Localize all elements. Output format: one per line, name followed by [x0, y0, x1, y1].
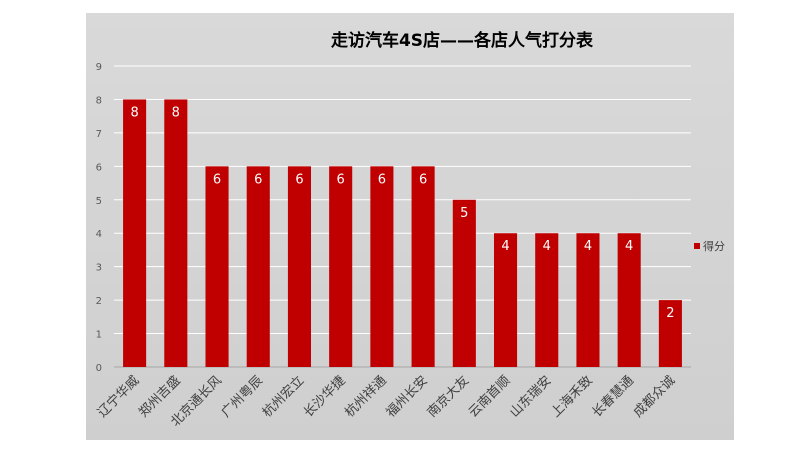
bar: [370, 166, 394, 367]
bar: [164, 99, 188, 367]
bar: [617, 233, 641, 367]
y-tick-label: 2: [96, 296, 102, 307]
y-tick-label: 4: [96, 229, 102, 240]
bar: [246, 166, 270, 367]
data-label: 8: [172, 105, 180, 120]
category-label: 上海禾致: [548, 373, 595, 420]
x-axis: 辽宁华威郑州吉盛北京通长风广州粤辰杭州宏立长沙华捷杭州祥通福州长安南京大友云南首…: [94, 373, 678, 430]
category-label: 福州长安: [384, 373, 431, 420]
data-label: 6: [254, 172, 262, 187]
chart-area: 走访汽车4S店——各店人气打分表 0 1 2 3 4 5 6 7 8 9 8 8 6 6 6 6 6 6 5 4 4 4…: [86, 13, 734, 440]
data-labels: 8 8 6 6 6 6 6 6 5 4 4 4 4 2: [130, 105, 674, 321]
bars: [123, 99, 682, 367]
bar: [452, 199, 476, 367]
bar: [205, 166, 229, 367]
y-tick-label: 7: [96, 129, 102, 140]
category-label: 长沙华捷: [301, 373, 348, 420]
y-tick-label: 9: [96, 62, 102, 73]
data-label: 4: [543, 239, 551, 254]
category-label: 杭州祥通: [342, 373, 389, 420]
data-label: 6: [337, 172, 345, 187]
data-label: 2: [666, 306, 674, 321]
category-label: 南京大友: [424, 373, 472, 421]
data-label: 4: [501, 239, 509, 254]
data-label: 4: [584, 239, 592, 254]
bar: [329, 166, 353, 367]
legend-swatch: [694, 243, 700, 249]
data-label: 8: [130, 105, 138, 120]
legend-label: 得分: [703, 240, 725, 253]
category-label: 山东瑞安: [507, 373, 554, 420]
data-label: 4: [625, 239, 633, 254]
y-tick-label: 8: [96, 95, 102, 106]
gridlines: [114, 65, 691, 368]
legend: 得分: [694, 240, 725, 253]
bar: [493, 233, 518, 367]
y-tick-label: 5: [96, 196, 102, 207]
data-label: 6: [295, 172, 303, 187]
y-tick-label: 3: [96, 263, 102, 274]
bar-chart: 走访汽车4S店——各店人气打分表 0 1 2 3 4 5 6 7 8 9 8 8 6 6 6 6 6 6 5 4 4 4…: [94, 30, 725, 430]
category-label: 广州粤辰: [218, 373, 266, 421]
bar: [287, 166, 312, 367]
chart-title: 走访汽车4S店——各店人气打分表: [331, 30, 594, 51]
category-label: 辽宁华威: [94, 373, 142, 421]
data-label: 6: [213, 172, 221, 187]
category-label: 云南首顺: [465, 373, 513, 421]
category-label: 长春慧通: [589, 373, 637, 421]
y-tick-label: 6: [96, 162, 102, 173]
category-label: 成都众诚: [631, 373, 678, 420]
bar: [576, 233, 600, 367]
y-tick-label: 0: [96, 363, 102, 374]
bar: [658, 300, 682, 367]
bar: [123, 99, 147, 367]
category-label: 杭州宏立: [260, 373, 307, 420]
data-label: 6: [378, 172, 386, 187]
data-label: 5: [460, 206, 468, 221]
bar: [411, 166, 435, 367]
data-label: 6: [419, 172, 427, 187]
y-axis: 0 1 2 3 4 5 6 7 8 9: [96, 62, 102, 374]
bar: [535, 233, 559, 367]
y-tick-label: 1: [96, 330, 102, 341]
